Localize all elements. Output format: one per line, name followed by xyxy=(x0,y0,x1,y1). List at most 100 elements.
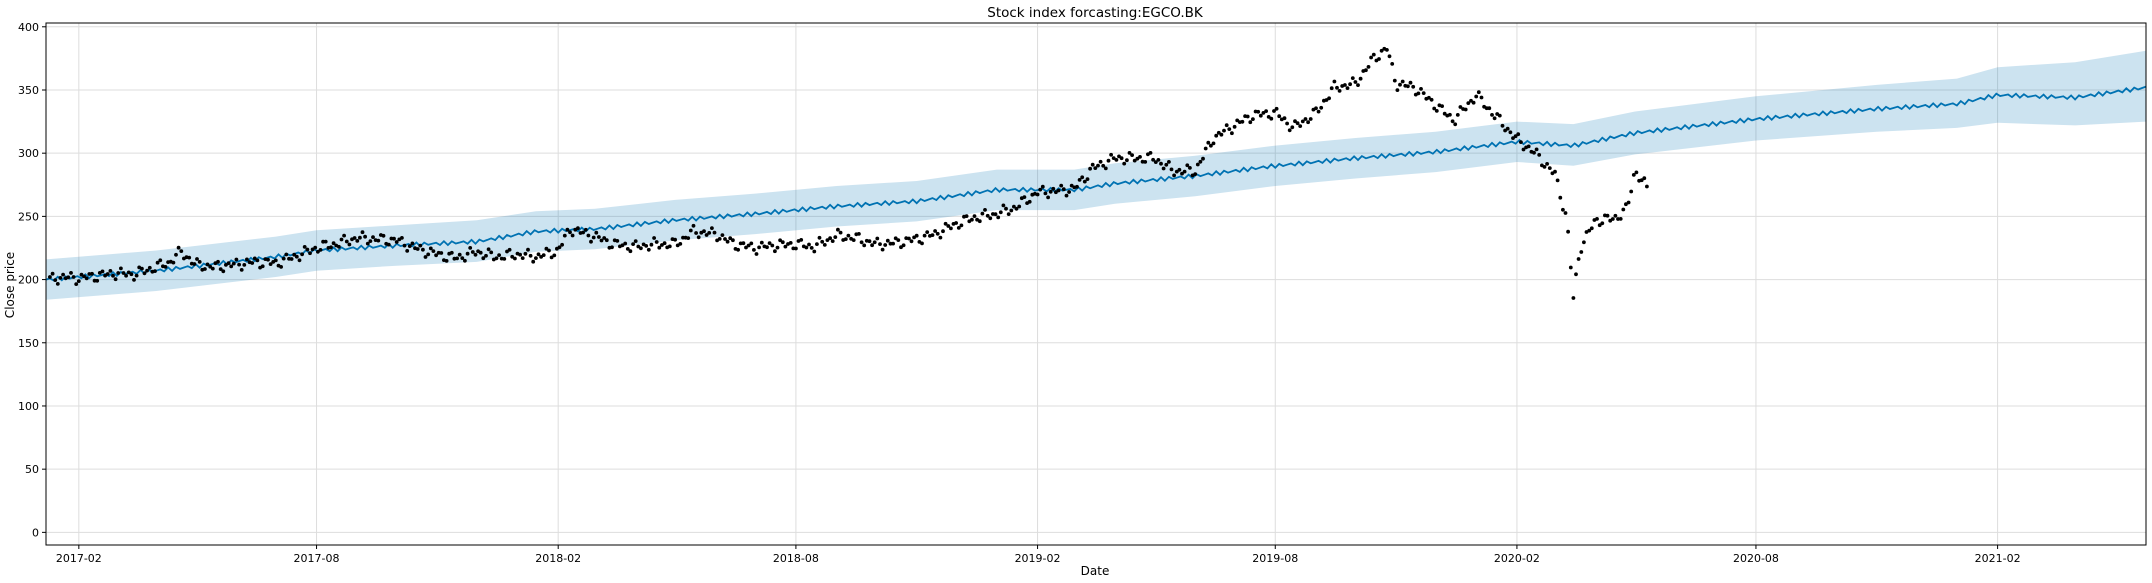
actual-point xyxy=(237,262,242,267)
actual-point xyxy=(1258,113,1263,118)
actual-point xyxy=(478,250,483,255)
actual-point xyxy=(371,235,375,240)
actual-point xyxy=(255,258,260,263)
actual-point xyxy=(1442,111,1447,116)
actual-point xyxy=(71,275,76,279)
actual-point xyxy=(1269,116,1274,121)
actual-point xyxy=(1201,156,1205,161)
actual-point xyxy=(759,240,764,245)
actual-point xyxy=(1379,48,1384,53)
x-tick-label: 2017-08 xyxy=(294,552,340,565)
actual-point xyxy=(993,212,998,217)
actual-point xyxy=(983,208,987,212)
actual-point xyxy=(741,241,746,246)
actual-point xyxy=(1088,166,1092,171)
actual-point xyxy=(657,245,662,250)
actual-point xyxy=(1046,195,1050,200)
actual-point xyxy=(518,252,522,257)
actual-point xyxy=(1563,211,1568,215)
actual-point xyxy=(1300,119,1305,124)
actual-point xyxy=(644,244,649,248)
actual-point xyxy=(250,261,255,265)
actual-point xyxy=(455,256,459,261)
actual-point xyxy=(61,272,65,277)
actual-point xyxy=(576,226,580,231)
actual-point xyxy=(260,264,265,269)
actual-point xyxy=(652,236,656,240)
actual-point xyxy=(1248,120,1253,125)
actual-point xyxy=(48,275,52,279)
actual-point xyxy=(857,232,861,236)
actual-point xyxy=(1027,199,1032,204)
actual-point xyxy=(815,242,819,247)
actual-point xyxy=(1398,82,1402,87)
uncertainty-band xyxy=(46,50,2146,300)
actual-point xyxy=(155,260,160,265)
actual-point xyxy=(523,251,528,256)
actual-point xyxy=(1132,158,1137,163)
actual-point xyxy=(1119,156,1124,161)
actual-point xyxy=(171,260,176,265)
actual-point xyxy=(746,243,751,248)
actual-point xyxy=(484,253,488,258)
actual-point xyxy=(744,245,748,250)
actual-point xyxy=(623,241,628,246)
actual-point xyxy=(1203,146,1208,151)
actual-point xyxy=(1335,85,1339,90)
actual-point xyxy=(728,236,733,241)
actual-point xyxy=(1434,109,1439,113)
actual-point xyxy=(323,239,328,244)
actual-point xyxy=(896,238,901,243)
actual-point xyxy=(1505,126,1510,131)
actual-point xyxy=(1626,200,1631,205)
actual-point xyxy=(794,246,798,251)
actual-point xyxy=(843,237,848,242)
actual-point xyxy=(1377,57,1381,61)
actual-point xyxy=(891,241,895,246)
actual-point xyxy=(221,269,226,274)
actual-point xyxy=(1219,132,1224,137)
actual-point xyxy=(1429,97,1434,102)
actual-point xyxy=(933,229,937,233)
actual-point xyxy=(1440,104,1444,108)
actual-point xyxy=(1098,159,1103,164)
actual-point xyxy=(239,268,244,272)
actual-point xyxy=(1014,206,1019,211)
actual-point xyxy=(620,243,625,248)
actual-point xyxy=(694,231,698,235)
actual-point xyxy=(1319,105,1324,110)
actual-point xyxy=(560,242,564,247)
actual-point xyxy=(273,258,278,263)
actual-point xyxy=(1427,95,1431,100)
y-axis-label: Close price xyxy=(3,252,17,318)
actual-point xyxy=(1345,86,1350,90)
actual-point xyxy=(1385,48,1389,52)
actual-point xyxy=(174,252,178,257)
actual-point xyxy=(1579,250,1584,254)
actual-point xyxy=(318,248,323,252)
actual-point xyxy=(678,242,683,246)
actual-point xyxy=(534,256,538,260)
actual-point xyxy=(541,253,546,257)
y-tick-label: 250 xyxy=(18,210,39,223)
actual-point xyxy=(58,276,63,280)
actual-point xyxy=(717,237,722,241)
actual-point xyxy=(943,221,948,226)
actual-point xyxy=(565,227,570,232)
actual-point xyxy=(1138,155,1142,159)
actual-point xyxy=(970,217,974,222)
x-tick-label: 2020-08 xyxy=(1733,552,1779,565)
actual-point xyxy=(226,261,231,266)
y-tick-label: 50 xyxy=(25,463,39,476)
actual-point xyxy=(1500,123,1505,128)
actual-point xyxy=(502,257,507,261)
actual-point xyxy=(358,235,362,240)
actual-point xyxy=(439,251,444,255)
actual-point xyxy=(208,264,213,269)
actual-point xyxy=(1469,98,1473,103)
actual-point xyxy=(376,238,381,243)
actual-point xyxy=(1639,178,1644,183)
actual-point xyxy=(586,233,591,238)
actual-point xyxy=(84,276,89,281)
actual-point xyxy=(1479,95,1484,100)
